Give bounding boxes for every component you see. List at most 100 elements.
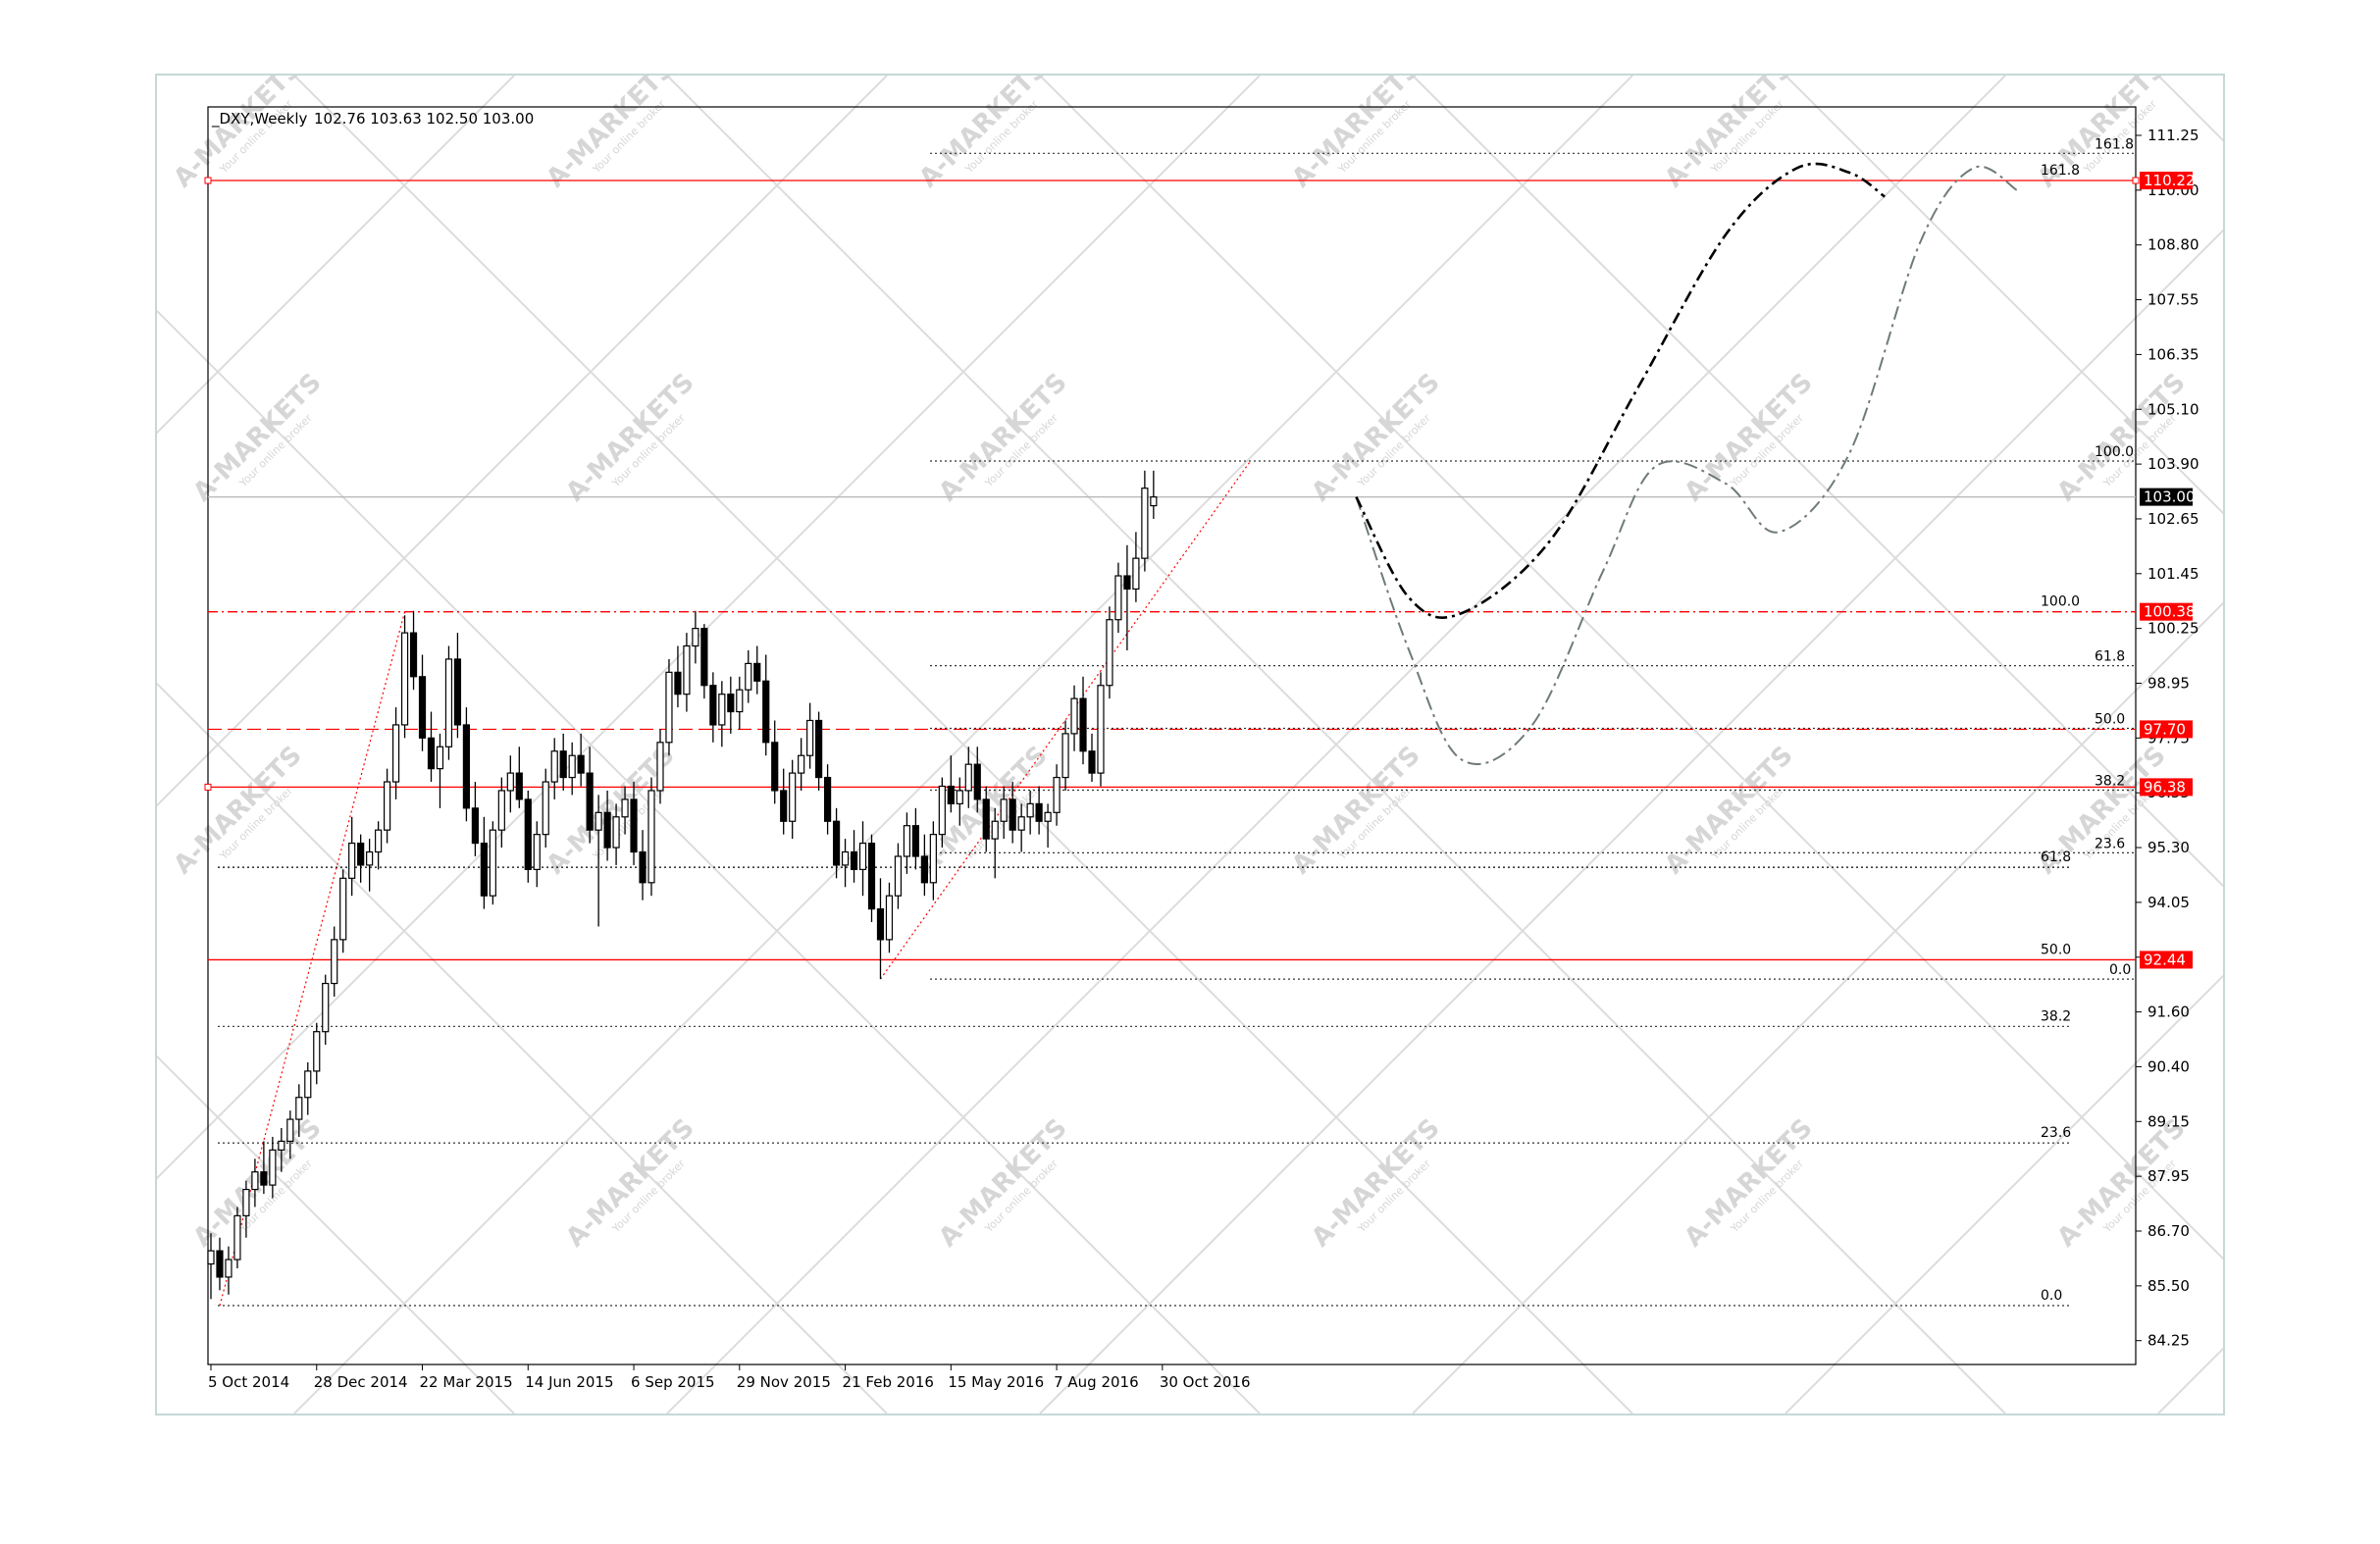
candle-body-down — [216, 1250, 224, 1278]
y-tick-label: 111.25 — [2147, 127, 2199, 144]
candle-body-down — [1123, 575, 1131, 591]
candle — [462, 707, 471, 822]
candle-body-down — [357, 842, 365, 866]
candle — [550, 738, 558, 799]
price-badge-label: 92.44 — [2144, 951, 2186, 968]
candle-body-up — [506, 772, 514, 792]
x-tick-label: 15 May 2016 — [948, 1373, 1044, 1391]
watermark-line — [1785, 76, 2223, 515]
candle — [745, 649, 752, 703]
level-lines: 161.8 100.0 61.8 50.0 38.2 23.6 0.0 161.8 100.0 6… — [204, 136, 2140, 1307]
candle-body-up — [1114, 575, 1122, 621]
fib-left-label: 161.8 — [2041, 163, 2080, 179]
watermark-line — [157, 76, 1261, 1180]
fib-right-label: 0.0 — [2109, 962, 2131, 978]
projections — [1355, 162, 2018, 765]
candle — [568, 742, 576, 796]
candle-body-up — [497, 790, 505, 831]
candle — [867, 834, 876, 923]
candle — [1000, 786, 1008, 840]
candle-body-up — [331, 939, 338, 985]
candle-body-down — [753, 662, 761, 682]
candle-body-up — [1000, 798, 1008, 822]
candle-body-up — [269, 1149, 277, 1186]
candle — [647, 777, 655, 897]
candle — [798, 738, 805, 791]
y-tick-label: 85.50 — [2147, 1277, 2190, 1295]
fib-left-label: 0.0 — [2041, 1288, 2062, 1304]
candle-body-up — [1150, 496, 1158, 507]
watermark-line — [1039, 229, 2223, 1414]
candle-body-up — [991, 820, 999, 840]
candle — [1070, 685, 1078, 751]
candle — [384, 768, 391, 844]
candle — [436, 733, 444, 808]
y-tick-label: 90.40 — [2147, 1057, 2190, 1075]
candle-body-down — [471, 807, 479, 845]
candle-body-up — [683, 644, 691, 695]
candle-body-up — [718, 694, 726, 726]
fib-right-label: 23.6 — [2095, 836, 2125, 851]
watermark-brand: A-MARKETS — [1679, 1113, 1818, 1253]
candle-body-up — [692, 628, 699, 647]
candle — [1088, 733, 1096, 783]
candle — [815, 711, 823, 791]
y-tick-label: 106.35 — [2147, 345, 2199, 363]
candle — [480, 816, 488, 909]
candle — [295, 1084, 303, 1137]
x-tick-label: 21 Feb 2016 — [843, 1373, 934, 1391]
candle — [832, 807, 841, 879]
watermark-line — [293, 76, 1633, 1414]
candle — [1035, 786, 1043, 835]
candle-body-up — [225, 1259, 233, 1278]
x-tick-label: 22 Mar 2015 — [420, 1373, 513, 1391]
candle-body-down — [876, 908, 885, 941]
candle — [639, 830, 647, 901]
candle — [753, 645, 761, 695]
watermark-brand: A-MARKETS — [168, 741, 307, 880]
candle-body-up — [391, 724, 400, 783]
candle — [885, 882, 894, 953]
candle — [278, 1128, 285, 1172]
chart-header-ohlc: 102.76 103.63 102.50 103.00 — [314, 110, 534, 128]
candle-body-up — [366, 850, 374, 866]
watermark-brand: A-MARKETS — [1286, 741, 1425, 880]
watermark-brand: A-MARKETS — [1306, 1113, 1445, 1253]
candle — [391, 707, 400, 799]
candle — [506, 755, 514, 813]
candle — [471, 782, 479, 856]
candle-body-up — [885, 895, 894, 941]
candle-body-up — [568, 754, 576, 779]
candle-body-up — [348, 842, 356, 879]
candle-body-up — [858, 842, 867, 870]
watermark-line — [1412, 76, 2223, 888]
candle-body-up — [1097, 685, 1105, 774]
price-badge-label: 103.00 — [2144, 489, 2196, 506]
candle-body-up — [436, 746, 444, 770]
candle — [947, 755, 955, 813]
candle — [1132, 532, 1140, 602]
watermark-line — [157, 682, 888, 1414]
candle — [286, 1110, 294, 1159]
fib-left-label: 50.0 — [2041, 942, 2071, 957]
x-tick-label: 14 Jun 2015 — [525, 1373, 613, 1391]
candle-body-down — [771, 742, 779, 792]
candle — [1017, 803, 1025, 852]
candle — [322, 974, 330, 1046]
candle-body-up — [665, 671, 673, 744]
candle — [911, 807, 920, 870]
candle-body-down — [832, 820, 841, 866]
candle-body-up — [400, 632, 409, 726]
candle — [621, 786, 629, 835]
candle-body-down — [427, 737, 436, 770]
candle — [709, 672, 717, 743]
y-tick-label: 108.80 — [2147, 236, 2199, 254]
candle — [313, 1022, 321, 1085]
candle — [823, 764, 832, 835]
fib-right-label: 100.0 — [2095, 444, 2134, 460]
